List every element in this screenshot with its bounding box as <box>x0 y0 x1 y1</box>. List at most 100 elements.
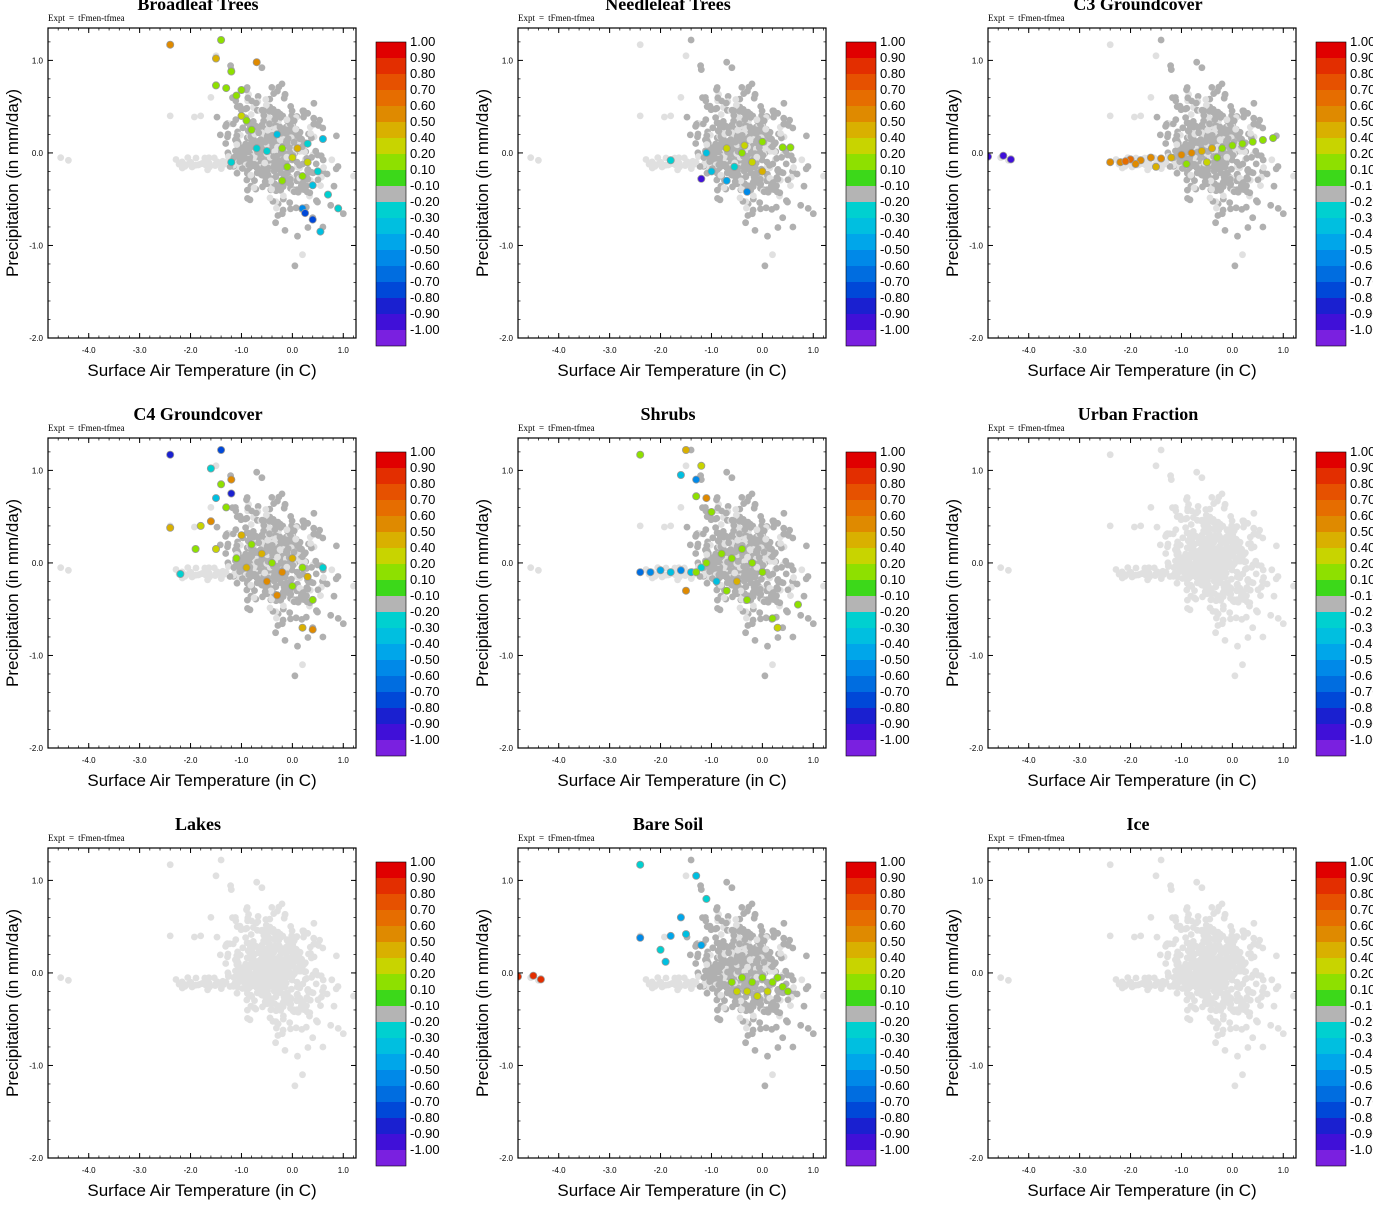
data-point <box>741 142 748 149</box>
colorbar-label: 0.70 <box>1350 82 1373 97</box>
grey-point <box>1231 188 1238 195</box>
grey-point <box>314 152 321 159</box>
grey-point <box>272 1039 279 1046</box>
colorbar-label: -0.60 <box>880 668 910 683</box>
grey-point <box>794 581 801 588</box>
colorbar-label: -0.10 <box>410 588 440 603</box>
grey-point <box>742 629 749 636</box>
grey-point <box>255 539 262 546</box>
grey-point <box>1190 528 1197 535</box>
grey-point <box>1193 469 1200 476</box>
colorbar-label: -0.10 <box>880 178 910 193</box>
x-axis-label: Surface Air Temperature (in C) <box>87 361 316 380</box>
grey-point <box>293 204 300 211</box>
grey-point <box>1217 136 1224 143</box>
grey-point <box>678 504 685 511</box>
x-tick-label: -3.0 <box>133 346 147 355</box>
data-point <box>238 532 245 539</box>
colorbar-label: -0.70 <box>410 684 440 699</box>
grey-point <box>1246 189 1253 196</box>
grey-point <box>241 155 248 162</box>
grey-point <box>293 1024 300 1031</box>
grey-point <box>1202 139 1209 146</box>
grey-point <box>752 227 759 234</box>
grey-point <box>780 115 787 122</box>
grey-point <box>790 574 797 581</box>
colorbar-swatch <box>1316 500 1346 516</box>
x-axis-label: Surface Air Temperature (in C) <box>557 771 786 790</box>
grey-point <box>264 127 271 134</box>
grey-point <box>775 586 782 593</box>
grey-point <box>1182 516 1189 523</box>
colorbar-label: -0.40 <box>880 636 910 651</box>
grey-point <box>714 84 721 91</box>
data-point <box>309 626 316 633</box>
grey-point <box>785 176 792 183</box>
data-point <box>243 564 250 571</box>
grey-point <box>1208 596 1215 603</box>
data-point <box>682 587 689 594</box>
grey-point <box>1191 177 1198 184</box>
x-tick-label: 0.0 <box>1227 346 1239 355</box>
grey-point <box>1245 224 1252 231</box>
colorbar-label: 0.90 <box>880 50 905 65</box>
grey-point <box>762 126 769 133</box>
data-point <box>192 545 199 552</box>
panel-urban-fraction: Urban Fraction Expt=tFmen-tfmea -4.0-3.0… <box>940 410 1373 810</box>
grey-point <box>712 516 719 523</box>
grey-point <box>320 157 327 164</box>
grey-point <box>1227 206 1234 213</box>
grey-point <box>763 204 770 211</box>
grey-point <box>1267 612 1274 619</box>
colorbar-label: 0.40 <box>1350 540 1373 555</box>
colorbar-swatch <box>376 186 406 202</box>
data-point <box>723 587 730 594</box>
grey-point <box>307 130 314 137</box>
data-point <box>177 570 184 577</box>
grey-point <box>740 516 747 523</box>
grey-point <box>299 251 306 258</box>
grey-point <box>190 162 197 169</box>
colorbar-label: -0.80 <box>1350 700 1373 715</box>
grey-point <box>224 544 231 551</box>
colorbar-swatch <box>1316 314 1346 330</box>
grey-point <box>1188 143 1195 150</box>
grey-point <box>1220 603 1227 610</box>
colorbar-label: -0.40 <box>1350 226 1373 241</box>
data-point <box>1132 160 1139 167</box>
grey-point <box>327 202 334 209</box>
grey-point <box>286 199 293 206</box>
y-axis-label: Precipitation (in mm/day) <box>943 89 962 277</box>
x-tick-label: -3.0 <box>603 346 617 355</box>
data-point <box>1239 140 1246 147</box>
grey-point <box>285 545 292 552</box>
colorbar-swatch <box>846 468 876 484</box>
colorbar-swatch <box>1316 122 1346 138</box>
grey-point <box>752 126 759 133</box>
grey-point <box>1137 523 1144 530</box>
grey-point <box>294 233 301 240</box>
grey-point <box>310 115 317 122</box>
colorbar-swatch <box>1316 452 1346 468</box>
grey-point <box>1168 66 1175 73</box>
grey-point <box>219 158 226 165</box>
grey-point <box>1145 164 1152 171</box>
grey-point <box>803 133 810 140</box>
grey-point <box>261 518 268 525</box>
grey-point <box>715 571 722 578</box>
data-point <box>723 177 730 184</box>
grey-point <box>205 164 212 171</box>
grey-point <box>208 94 215 101</box>
data-point <box>284 163 291 170</box>
grey-point <box>736 530 743 537</box>
grey-point <box>1198 122 1205 129</box>
colorbar-swatch <box>846 122 876 138</box>
grey-point <box>1254 199 1261 206</box>
grey-point <box>1148 504 1155 511</box>
grey-point <box>1223 564 1230 571</box>
colorbar-swatch <box>846 106 876 122</box>
grey-point <box>720 118 727 125</box>
grey-point <box>340 620 347 627</box>
grey-point <box>1202 178 1209 185</box>
